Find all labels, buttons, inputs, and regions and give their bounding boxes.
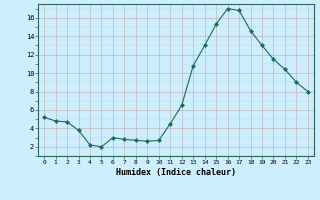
X-axis label: Humidex (Indice chaleur): Humidex (Indice chaleur): [116, 168, 236, 177]
